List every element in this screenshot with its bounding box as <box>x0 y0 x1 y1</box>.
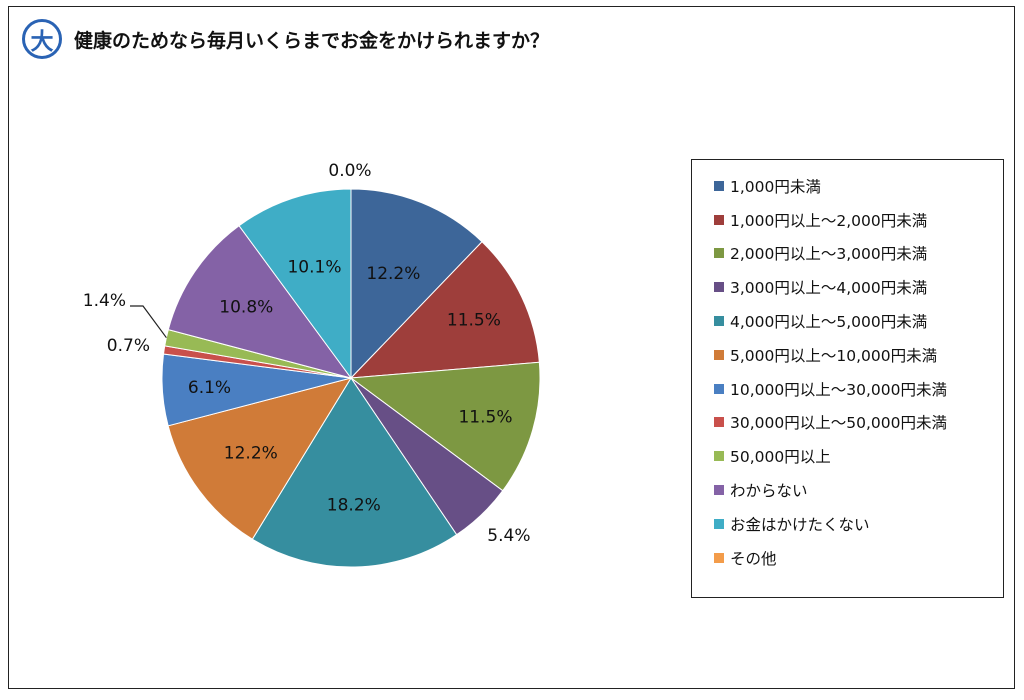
legend-swatch <box>714 316 724 327</box>
legend-swatch <box>714 214 724 225</box>
legend-swatch <box>714 383 724 394</box>
legend-item: 1,000円未満 <box>714 169 1003 203</box>
legend-item: わからない <box>714 473 1003 507</box>
data-label: 6.1% <box>188 378 231 398</box>
pie-slice <box>349 241 540 379</box>
data-label: 12.2% <box>224 443 278 463</box>
chart-title: 健康のためなら毎月いくらまでお金をかけられますか？ <box>74 30 550 52</box>
legend-swatch <box>714 282 724 293</box>
legend-label: わからない <box>730 482 808 501</box>
legend-swatch <box>714 349 724 360</box>
legend-item: 50,000円以上 <box>714 439 1003 473</box>
legend-item: 5,000円以上～10,000円未満 <box>714 338 1003 372</box>
legend-label: その他 <box>730 549 777 568</box>
data-label: 0.7% <box>107 336 150 356</box>
legend-swatch <box>714 518 724 529</box>
pie-slice <box>251 377 458 568</box>
legend-label: 50,000円以上 <box>730 448 831 467</box>
data-label: 5.4% <box>487 526 530 546</box>
legend-label: 10,000円以上～30,000円未満 <box>730 380 947 399</box>
leader-line <box>130 305 167 339</box>
legend-item: 30,000円以上～50,000円未満 <box>714 406 1003 440</box>
data-label: 1.4% <box>83 291 126 311</box>
legend-item: 1,000円以上～2,000円未満 <box>714 203 1003 237</box>
legend-item: 3,000円以上～4,000円未満 <box>714 270 1003 304</box>
data-label: 11.5% <box>458 407 512 427</box>
category-badge-icon: 大 <box>22 19 62 59</box>
legend-label: 3,000円以上～4,000円未満 <box>730 279 928 298</box>
legend-item: 2,000円以上～3,000円未満 <box>714 237 1003 271</box>
data-label: 18.2% <box>327 496 381 516</box>
pie-slice <box>350 188 483 380</box>
data-label: 0.0% <box>328 161 371 181</box>
data-label: 10.1% <box>287 258 341 278</box>
data-label: 10.8% <box>219 298 273 318</box>
legend-label: 30,000円以上～50,000円未満 <box>730 414 947 433</box>
legend-label: 4,000円以上～5,000円未満 <box>730 313 928 332</box>
legend-swatch <box>714 180 724 191</box>
legend-label: 5,000円以上～10,000円未満 <box>730 346 938 365</box>
legend-label: 1,000円未満 <box>730 177 821 196</box>
legend-swatch <box>714 451 724 462</box>
legend-swatch <box>714 485 724 496</box>
legend-item: その他 <box>714 541 1003 575</box>
legend-label: 1,000円以上～2,000円未満 <box>730 211 928 230</box>
data-label: 11.5% <box>447 311 501 331</box>
pie-slice <box>167 377 353 540</box>
pie-slice <box>238 188 352 380</box>
legend-swatch <box>714 417 724 428</box>
pie-slice <box>349 361 541 492</box>
legend-swatch <box>714 248 724 259</box>
legend-item: 10,000円以上～30,000円未満 <box>714 372 1003 406</box>
legend-label: お金はかけたくない <box>730 515 870 534</box>
legend-label: 2,000円以上～3,000円未満 <box>730 245 928 264</box>
data-label: 12.2% <box>366 264 420 284</box>
chart-legend: 1,000円未満 1,000円以上～2,000円未満 2,000円以上～3,000円… <box>691 159 1004 598</box>
legend-swatch <box>714 552 724 563</box>
pie-slice <box>167 225 353 379</box>
legend-item: お金はかけたくない <box>714 507 1003 541</box>
legend-item: 4,000円以上～5,000円未満 <box>714 304 1003 338</box>
